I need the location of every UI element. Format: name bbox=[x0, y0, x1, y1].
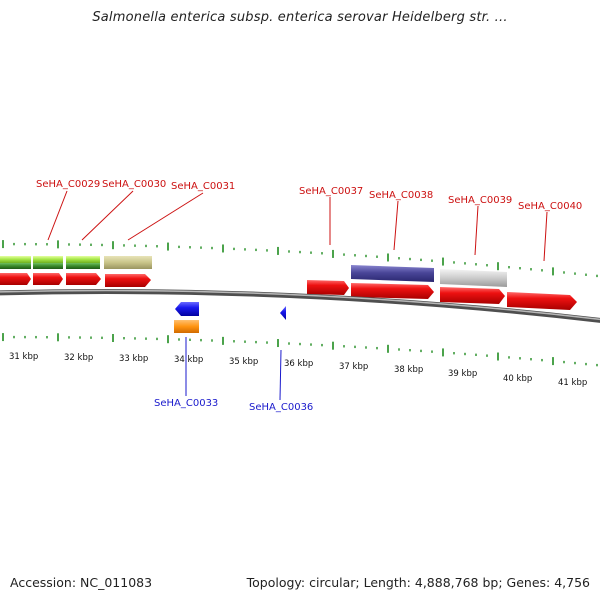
kbp-label: 36 kbp bbox=[284, 359, 313, 369]
gene-feature-dark-green bbox=[0, 263, 31, 269]
cds-forward-arrow bbox=[0, 273, 31, 285]
top-leader-lines bbox=[47, 190, 548, 262]
gene-feature-light-green bbox=[0, 256, 31, 263]
gene-label-seha-c0038: SeHA_C0038 bbox=[369, 190, 433, 201]
gene-feature-light-green bbox=[33, 256, 63, 263]
cds-forward-arrow bbox=[307, 280, 349, 295]
gene-feature-grey bbox=[440, 269, 507, 287]
bottom-leader-lines bbox=[185, 337, 282, 401]
upper-tick-track bbox=[2, 240, 598, 278]
page-title: Salmonella enterica subsp. enterica sero… bbox=[92, 10, 508, 25]
gene-feature-indigo bbox=[351, 265, 434, 282]
gene-label-seha-c0039: SeHA_C0039 bbox=[448, 195, 512, 206]
cds-reverse-arrow-seha-c0036 bbox=[280, 306, 286, 320]
upper-feature-track bbox=[0, 256, 507, 287]
leader-line bbox=[279, 349, 282, 401]
cds-forward-arrow bbox=[507, 292, 577, 310]
gene-feature-orange bbox=[174, 320, 199, 333]
forward-cds-track bbox=[0, 273, 577, 310]
gene-label-seha-c0029: SeHA_C0029 bbox=[36, 179, 100, 190]
genome-summary: Topology: circular; Length: 4,888,768 bp… bbox=[246, 575, 590, 590]
reverse-cds-track bbox=[174, 302, 286, 333]
kbp-label: 39 kbp bbox=[448, 369, 477, 379]
cds-forward-arrow bbox=[351, 283, 434, 299]
leader-line bbox=[81, 190, 134, 241]
gene-feature-khaki bbox=[104, 256, 152, 269]
kbp-scale: 31 kbp 32 kbp 33 kbp 34 kbp 35 kbp 36 kb… bbox=[9, 352, 587, 388]
kbp-label: 40 kbp bbox=[503, 374, 532, 384]
leader-line bbox=[543, 211, 548, 262]
gene-feature-light-green bbox=[66, 256, 100, 263]
kbp-label: 33 kbp bbox=[119, 354, 148, 364]
gene-label-seha-c0037: SeHA_C0037 bbox=[299, 186, 363, 197]
kbp-label: 38 kbp bbox=[394, 365, 423, 375]
leader-line bbox=[127, 192, 204, 241]
kbp-label: 31 kbp bbox=[9, 352, 38, 362]
cds-forward-arrow bbox=[66, 273, 101, 285]
gene-label-seha-c0030: SeHA_C0030 bbox=[102, 179, 166, 190]
kbp-label: 34 kbp bbox=[174, 355, 203, 365]
kbp-label: 35 kbp bbox=[229, 357, 258, 367]
gene-label-seha-c0031: SeHA_C0031 bbox=[171, 181, 235, 192]
gene-label-seha-c0040: SeHA_C0040 bbox=[518, 201, 582, 212]
genome-backbone-highlight bbox=[0, 289, 600, 321]
gene-feature-dark-green bbox=[33, 263, 63, 269]
leader-line bbox=[474, 205, 479, 256]
leader-line bbox=[393, 200, 399, 251]
lower-tick-track bbox=[2, 333, 598, 367]
gene-label-seha-c0033: SeHA_C0033 bbox=[154, 398, 218, 409]
cds-reverse-arrow-seha-c0033 bbox=[175, 302, 199, 316]
kbp-label: 41 kbp bbox=[558, 378, 587, 388]
cds-forward-arrow bbox=[33, 273, 63, 285]
leader-line bbox=[47, 190, 68, 241]
cds-forward-arrow bbox=[105, 274, 151, 287]
accession-info: Accession: NC_011083 bbox=[10, 575, 153, 590]
kbp-label: 37 kbp bbox=[339, 362, 368, 372]
kbp-label: 32 kbp bbox=[64, 353, 93, 363]
genome-backbone bbox=[0, 289, 600, 323]
gene-label-seha-c0036: SeHA_C0036 bbox=[249, 402, 313, 413]
cds-forward-arrow bbox=[440, 287, 505, 304]
gene-feature-dark-green bbox=[66, 263, 100, 269]
